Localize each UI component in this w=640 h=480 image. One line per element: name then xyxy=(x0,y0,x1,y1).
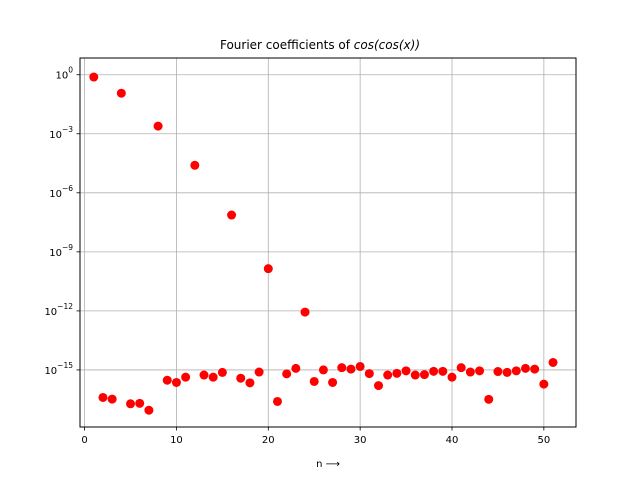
data-point xyxy=(539,379,549,389)
data-point xyxy=(502,367,512,377)
data-point xyxy=(475,366,485,376)
data-point xyxy=(208,372,218,382)
y-tick-exponent: −15 xyxy=(57,361,73,370)
data-point xyxy=(272,396,282,406)
y-tick-label: 10−12 xyxy=(44,302,73,318)
data-point xyxy=(328,377,338,387)
data-point xyxy=(456,363,466,373)
y-tick-base: 10 xyxy=(55,71,68,82)
data-point xyxy=(465,367,475,377)
data-point xyxy=(355,361,365,371)
x-tick-label: 50 xyxy=(537,435,550,446)
x-tick-label: 0 xyxy=(81,435,87,446)
grid xyxy=(80,58,576,427)
data-point xyxy=(116,88,126,98)
data-point xyxy=(520,363,530,373)
y-tick-base: 10 xyxy=(49,189,62,200)
y-tick-exponent: −3 xyxy=(62,125,73,134)
data-point xyxy=(171,377,181,387)
data-point xyxy=(144,405,154,415)
data-point xyxy=(548,357,558,367)
data-point xyxy=(282,369,292,379)
data-point xyxy=(309,376,319,386)
data-point xyxy=(190,160,200,170)
y-tick-label: 10−15 xyxy=(44,361,73,377)
data-point xyxy=(126,399,136,409)
data-point xyxy=(263,264,273,274)
data-point xyxy=(236,373,246,383)
data-point xyxy=(107,394,117,404)
y-tick-base: 10 xyxy=(44,366,57,377)
data-point xyxy=(401,366,411,376)
data-point xyxy=(318,365,328,375)
y-tick-base: 10 xyxy=(44,307,57,318)
y-tick-exponent: −6 xyxy=(62,184,73,193)
data-point xyxy=(254,367,264,377)
data-point xyxy=(392,368,402,378)
data-point xyxy=(429,366,439,376)
data-point xyxy=(291,363,301,373)
data-point xyxy=(383,370,393,380)
scatter-points xyxy=(89,72,558,415)
data-point xyxy=(199,370,209,380)
data-point xyxy=(300,307,310,317)
data-point xyxy=(511,366,521,376)
data-point xyxy=(98,392,108,402)
x-tick-label: 20 xyxy=(262,435,275,446)
data-point xyxy=(419,370,429,380)
data-point xyxy=(530,364,540,374)
data-point xyxy=(447,372,457,382)
y-tick-label: 10−9 xyxy=(49,243,73,259)
data-point xyxy=(89,72,99,82)
data-point xyxy=(227,210,237,220)
data-point xyxy=(410,370,420,380)
y-tick-label: 10−3 xyxy=(49,125,73,141)
data-point xyxy=(245,378,255,388)
x-tick-label: 10 xyxy=(170,435,183,446)
plot-frame xyxy=(79,57,577,428)
data-point xyxy=(162,375,172,385)
data-point xyxy=(135,398,145,408)
data-point xyxy=(337,363,347,373)
data-point xyxy=(438,366,448,376)
data-point xyxy=(493,367,503,377)
y-tick-exponent: −9 xyxy=(62,243,73,252)
y-tick-exponent: −12 xyxy=(57,302,73,311)
y-tick-base: 10 xyxy=(49,248,62,259)
y-tick-base: 10 xyxy=(49,130,62,141)
y-tick-exponent: 0 xyxy=(68,66,73,75)
data-point xyxy=(374,381,384,391)
x-tick-label: 30 xyxy=(354,435,367,446)
chart-title: Fourier coefficients of cos(cos(x)) xyxy=(220,38,420,52)
y-tick-label: 10−6 xyxy=(49,184,73,200)
x-axis: 0 10 20 30 40 50 xyxy=(81,427,550,446)
data-point xyxy=(217,367,227,377)
y-tick-label: 100 xyxy=(55,66,73,82)
data-point xyxy=(346,364,356,374)
data-point xyxy=(484,394,494,404)
data-point xyxy=(153,121,163,131)
x-axis-label: n ⟶ xyxy=(316,459,340,470)
data-point xyxy=(181,372,191,382)
data-point xyxy=(364,369,374,379)
x-tick-label: 40 xyxy=(446,435,459,446)
